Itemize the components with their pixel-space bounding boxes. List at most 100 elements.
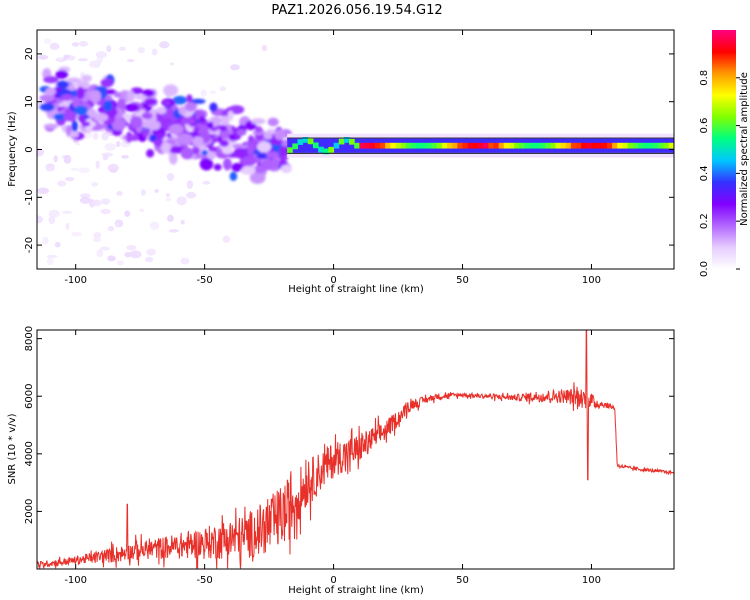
spectrogram-blob xyxy=(168,145,185,154)
snr-x-tick-label: -100 xyxy=(64,575,87,586)
spectrogram-band-cell xyxy=(643,142,649,149)
spectrogram-blob xyxy=(56,57,63,61)
spectrogram-blob xyxy=(49,42,60,51)
spectrogram-band-cell xyxy=(637,142,644,149)
spectrogram-blob xyxy=(222,235,231,243)
spectrogram-blob xyxy=(77,58,88,62)
spectrogram-band-cell xyxy=(349,138,355,145)
spectrogram-blob xyxy=(124,210,131,217)
spectrogram-blob xyxy=(144,256,154,263)
spectrogram-blob xyxy=(146,149,155,158)
spectrogram-blob xyxy=(37,148,44,157)
spectrogram-blob xyxy=(124,103,140,112)
spectrogram-blob xyxy=(63,54,70,59)
spectrogram-band-cell xyxy=(421,142,427,149)
spectrogram-blob xyxy=(246,143,255,156)
spectrogram-blob xyxy=(124,251,132,258)
spectrogram-blob xyxy=(63,154,72,164)
spectrogram-blob xyxy=(190,98,206,105)
spectrogram-blob xyxy=(209,102,218,112)
spectrogram-blob xyxy=(160,142,171,154)
spectrogram-band-cell xyxy=(550,142,556,149)
snr-panel: -100 -50 0 50 100 2000 4000 6000 8000 Height of… xyxy=(7,326,675,596)
spectrogram-blob xyxy=(146,248,156,256)
spectrogram-blob xyxy=(184,102,197,112)
spectrogram-blob xyxy=(56,80,69,90)
spectrogram-blob xyxy=(60,94,74,101)
spectrogram-band-cell xyxy=(606,142,613,149)
spectrogram-blob xyxy=(69,131,79,138)
spectrogram-blob xyxy=(137,47,145,54)
spectrogram-blob xyxy=(142,89,155,98)
spectrogram-band-cell xyxy=(323,148,329,155)
spectrogram-blob xyxy=(89,89,102,103)
spectrogram-band-cell xyxy=(514,142,520,149)
spectrogram-blob xyxy=(94,112,109,122)
spectrogram-blob xyxy=(177,133,194,145)
spectrogram-blob xyxy=(168,229,180,233)
spectrogram-band-cell xyxy=(380,142,386,149)
spectrogram-x-tick-label: 100 xyxy=(582,275,601,286)
spectrogram-blob xyxy=(208,146,217,153)
spectrogram-blob xyxy=(96,249,104,258)
spectrogram-band-cell xyxy=(447,142,453,149)
spectrogram-blob xyxy=(163,99,171,106)
spectrogram-blob xyxy=(76,86,85,100)
spectrogram-blob xyxy=(148,120,161,131)
spectrogram-blob xyxy=(140,189,146,196)
spectrogram-blob xyxy=(213,163,222,171)
snr-x-tick-label: 50 xyxy=(456,575,469,586)
spectrogram-band-cell xyxy=(596,142,603,149)
spectrogram-blob xyxy=(254,125,263,133)
spectrogram-x-ticks: -100 -50 0 50 100 xyxy=(64,30,601,286)
spectrogram-y-tick-label: -10 xyxy=(24,189,35,205)
spectrogram-blob xyxy=(267,117,279,127)
snr-x-tick-label: 0 xyxy=(330,575,336,586)
spectrogram-blob xyxy=(231,162,243,172)
spectrogram-blob xyxy=(167,214,174,222)
snr-y-tick-label: 2000 xyxy=(24,499,35,524)
spectrogram-blob xyxy=(100,208,111,215)
spectrogram-blob xyxy=(115,140,121,148)
spectrogram-blob xyxy=(53,113,67,121)
spectrogram-band-cell xyxy=(663,142,670,149)
spectrogram-blob xyxy=(116,191,123,196)
spectrogram-blob xyxy=(219,86,227,92)
spectrogram-blob xyxy=(230,64,240,71)
spectrogram-band-cell xyxy=(586,142,592,149)
spectrogram-blob xyxy=(154,189,159,193)
spectrogram-blob xyxy=(274,129,286,141)
spectrogram-blob xyxy=(115,222,120,228)
spectrogram-blob xyxy=(142,128,149,138)
spectrogram-y-tick-label: -20 xyxy=(24,237,35,253)
spectrogram-band-cell xyxy=(658,142,665,149)
spectrogram-blob xyxy=(78,167,90,174)
spectrogram-blob xyxy=(192,136,204,147)
spectrogram-blob xyxy=(61,210,72,214)
spectrogram-blob xyxy=(249,171,266,184)
spectrogram-blob xyxy=(257,141,272,153)
spectrogram-band-cell xyxy=(617,142,623,149)
spectrogram-blob xyxy=(270,157,280,170)
spectrogram-blob xyxy=(105,89,117,95)
spectrogram-blob xyxy=(116,98,126,111)
snr-y-tick-label: 8000 xyxy=(24,326,35,351)
spectrogram-y-tick-label: 0 xyxy=(24,146,35,152)
spectrogram-blob xyxy=(201,150,209,156)
spectrogram-band-cell xyxy=(297,139,304,145)
spectrogram-blob xyxy=(71,231,82,237)
spectrogram-band-cell xyxy=(405,142,412,149)
spectrogram-blob xyxy=(111,118,127,131)
snr-y-ticks: 2000 4000 6000 8000 xyxy=(24,326,674,524)
spectrogram-band-cell xyxy=(560,142,567,149)
spectrogram-blob xyxy=(57,180,67,187)
spectrogram-band-cell xyxy=(493,142,500,149)
spectrogram-band-cell xyxy=(287,147,293,154)
spectrogram-band-cell xyxy=(622,142,629,149)
spectrogram-band-cell xyxy=(400,142,407,149)
spectrogram-blob xyxy=(95,160,100,170)
spectrogram-band-cell xyxy=(529,142,536,149)
spectrogram-blob xyxy=(81,74,92,82)
spectrogram-blob xyxy=(91,182,99,187)
